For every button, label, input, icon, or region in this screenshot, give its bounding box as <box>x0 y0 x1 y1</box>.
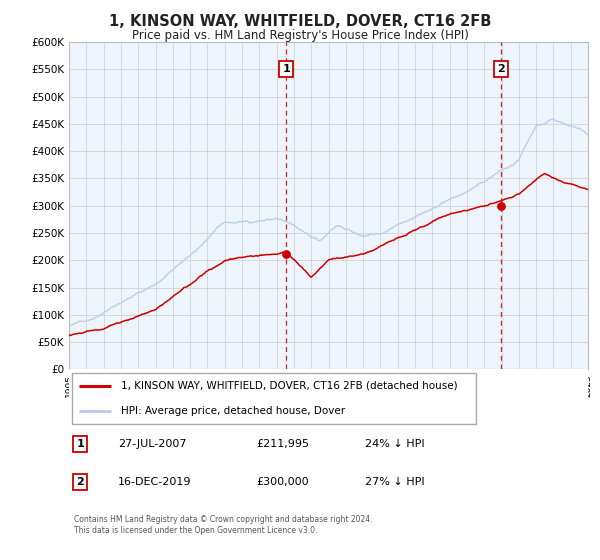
Text: 24% ↓ HPI: 24% ↓ HPI <box>365 439 424 449</box>
Text: 1, KINSON WAY, WHITFIELD, DOVER, CT16 2FB (detached house): 1, KINSON WAY, WHITFIELD, DOVER, CT16 2F… <box>121 381 458 391</box>
Text: 1: 1 <box>77 439 84 449</box>
Text: Price paid vs. HM Land Registry's House Price Index (HPI): Price paid vs. HM Land Registry's House … <box>131 29 469 42</box>
Text: 1, KINSON WAY, WHITFIELD, DOVER, CT16 2FB: 1, KINSON WAY, WHITFIELD, DOVER, CT16 2F… <box>109 14 491 29</box>
Text: 1: 1 <box>283 64 290 74</box>
FancyBboxPatch shape <box>71 373 476 424</box>
Point <box>281 249 291 258</box>
Point <box>496 201 506 210</box>
Text: £300,000: £300,000 <box>256 477 308 487</box>
Text: Contains HM Land Registry data © Crown copyright and database right 2024.
This d: Contains HM Land Registry data © Crown c… <box>74 515 373 535</box>
Text: 27% ↓ HPI: 27% ↓ HPI <box>365 477 424 487</box>
Text: HPI: Average price, detached house, Dover: HPI: Average price, detached house, Dove… <box>121 406 345 416</box>
Text: 27-JUL-2007: 27-JUL-2007 <box>118 439 187 449</box>
Text: 2: 2 <box>77 477 84 487</box>
Text: £211,995: £211,995 <box>256 439 309 449</box>
Text: 16-DEC-2019: 16-DEC-2019 <box>118 477 192 487</box>
Text: 2: 2 <box>497 64 505 74</box>
